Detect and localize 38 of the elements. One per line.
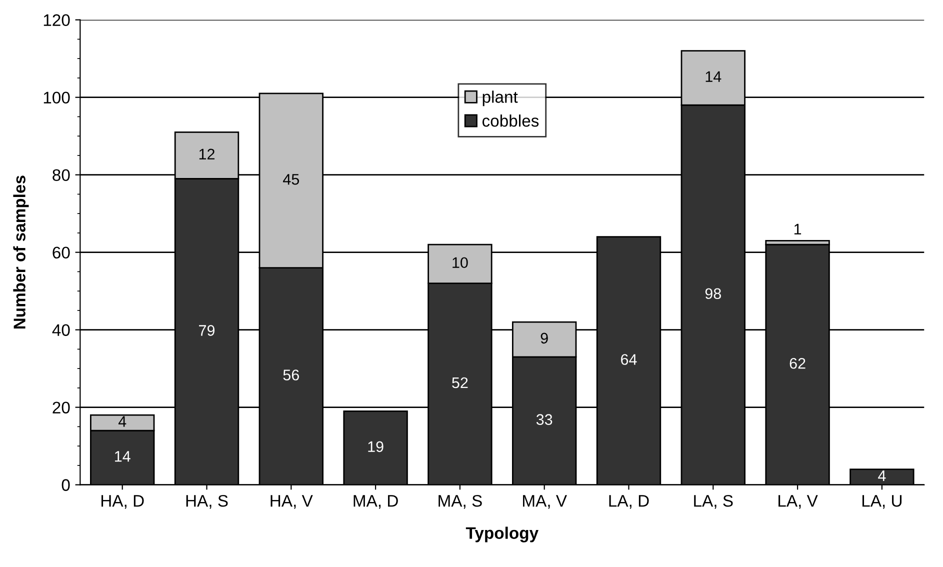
data-label: 14 (115, 451, 130, 462)
legend-label: cobbles (482, 114, 539, 127)
data-label: 14 (706, 71, 722, 82)
data-label: 64 (621, 354, 637, 365)
data-label: 4 (118, 416, 126, 427)
data-label: 4 (878, 470, 886, 481)
data-label: 33 (536, 414, 552, 425)
y-tick-label: 40 (52, 324, 70, 336)
x-tick-label: LA, V (778, 495, 818, 509)
y-axis-title: Number of samples (13, 176, 29, 329)
x-tick-label: HA, D (101, 495, 144, 509)
x-tick-label: LA, D (609, 495, 649, 509)
x-tick-label: MA, D (354, 495, 398, 509)
data-label: 98 (705, 288, 721, 300)
x-tick-label: LA, U (862, 495, 902, 509)
data-label: 10 (452, 257, 468, 268)
data-label: 45 (283, 174, 300, 185)
y-tick-label: 60 (52, 246, 70, 259)
x-tick-label: LA, S (694, 494, 733, 509)
x-tick-label: MA, S (438, 494, 482, 509)
x-axis-title: Typology (466, 526, 538, 542)
data-label: 12 (199, 148, 214, 160)
data-label: 9 (540, 332, 548, 344)
x-tick-label: HA, V (270, 495, 313, 509)
y-tick-label: 120 (44, 14, 70, 26)
data-label: 19 (368, 441, 384, 452)
x-tick-label: MA, V (523, 495, 567, 509)
y-tick-label: 0 (62, 479, 70, 491)
y-tick-label: 20 (52, 402, 70, 414)
y-tick-label: 100 (44, 92, 70, 104)
x-tick-label: HA, S (186, 494, 228, 509)
legend-label: plant (482, 90, 518, 106)
data-label: 79 (199, 325, 215, 336)
data-label: 56 (283, 370, 299, 380)
data-label: 52 (452, 377, 468, 388)
data-label: 1 (794, 224, 802, 234)
y-tick-label: 80 (52, 169, 70, 182)
data-label: 62 (790, 358, 806, 369)
